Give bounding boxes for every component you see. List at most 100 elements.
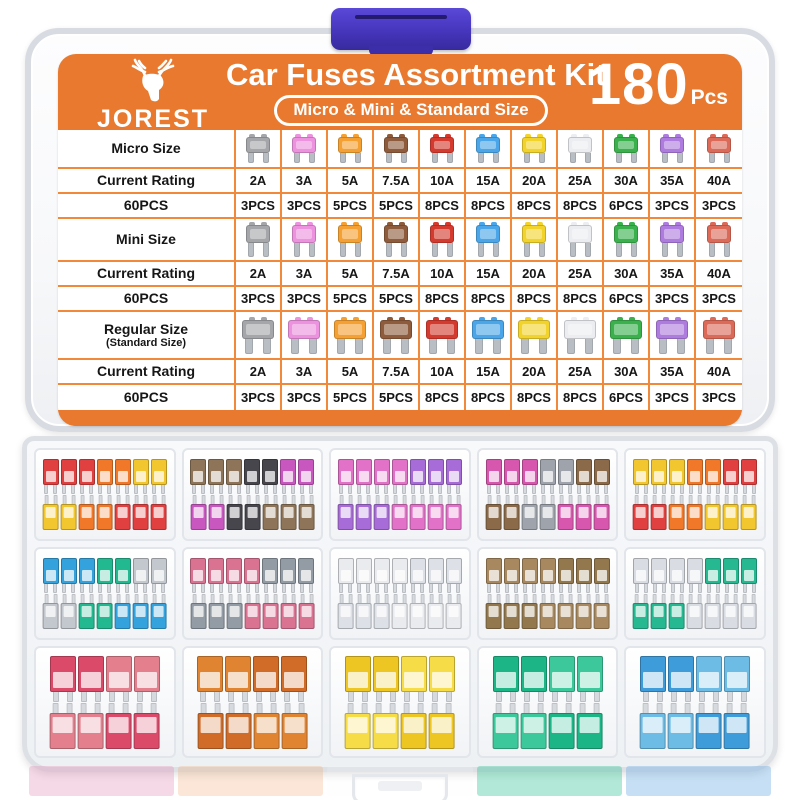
fuse-ears (525, 316, 543, 321)
tray-fuse-body (150, 558, 167, 584)
rating-label: Current Rating (97, 172, 195, 189)
tray-fuse-leg (514, 485, 519, 494)
tray-fuse-leg (523, 702, 530, 713)
tray-fuse-leg (200, 594, 205, 603)
tray-fuse-body (42, 504, 59, 530)
tray-fuse-icon (575, 558, 592, 593)
fuse-legs (661, 243, 683, 257)
tray-fuse-legs (724, 495, 738, 504)
tray-fuse-leg (402, 495, 407, 504)
fuse-leg (708, 243, 715, 257)
fuse-ear (710, 134, 716, 138)
tray-fuse-body (539, 504, 556, 530)
fuse-leg (291, 338, 299, 354)
tray-fuse-icon (374, 495, 390, 530)
tray-fuse-leg (94, 702, 101, 713)
rating-value: 2A (249, 266, 267, 281)
fuse-row (331, 655, 469, 702)
tray-fuse-leg (420, 485, 425, 494)
tray-fuse-leg (390, 702, 396, 713)
tray-fuse-leg (299, 495, 304, 504)
tray-fuse-leg (348, 495, 353, 504)
fuse-ear (663, 222, 669, 226)
tray-fuse-body (575, 558, 592, 584)
fuse-cell (374, 130, 420, 169)
fuse-ear (537, 134, 543, 138)
pcs-value: 5PCS (333, 390, 367, 405)
fuse-leg (262, 243, 269, 257)
tray-fuse-leg (281, 584, 286, 593)
pcs-value-cell: 6PCS (604, 194, 650, 219)
tray-fuse-leg (496, 594, 501, 603)
fuse-row (626, 558, 764, 593)
fuse-body (334, 319, 366, 339)
pcs-value: 5PCS (333, 198, 367, 213)
tray-fuse-leg (447, 584, 452, 593)
row-label-cell: Current Rating (58, 262, 236, 287)
tray-fuse-leg (200, 485, 205, 494)
tray-fuse-leg (456, 584, 461, 593)
tray-fuse-leg (715, 594, 720, 603)
tray-fuse-leg (393, 584, 398, 593)
fuse-leg (400, 243, 407, 257)
tray-fuse-leg (688, 495, 693, 504)
tray-fuse-body (651, 459, 668, 485)
pcs-value-cell: 3PCS (696, 385, 742, 410)
tray-fuse-icon (485, 459, 502, 494)
piece-count: 180 Pcs (589, 56, 728, 114)
fuse-leg (309, 338, 317, 354)
tray-fuse-leg (643, 691, 650, 702)
tray-fuse-leg (447, 495, 452, 504)
tray-fuse-body (593, 558, 610, 584)
fuse-leg (708, 153, 715, 163)
fuse-body (292, 225, 316, 243)
fuse-ear (307, 222, 313, 226)
tray-fuse-leg (577, 584, 582, 593)
tray-fuse-icon (42, 558, 59, 593)
tray-fuse-icon (78, 459, 95, 494)
tray-fuse-legs (523, 584, 537, 593)
tray-fuse-leg (254, 594, 259, 603)
rating-value-cell: 7.5A (374, 262, 420, 287)
tray-fuse-body (133, 712, 160, 749)
tray-fuse-leg (487, 485, 492, 494)
tray-fuse-legs (80, 584, 94, 593)
micro-fuse-icon (660, 134, 684, 163)
compartment-bronze-minis (476, 547, 619, 640)
fuse-ears (295, 222, 313, 226)
tray-fuse-legs (670, 485, 684, 494)
clasp-slot (355, 15, 447, 19)
tray-fuse-body (485, 558, 502, 584)
tray-fuse-leg (116, 495, 121, 504)
mini-fuse-icon (614, 222, 638, 257)
fuse-ear (261, 134, 267, 138)
tray-fuse-leg (586, 495, 591, 504)
tray-fuse-leg (706, 584, 711, 593)
tray-fuse-body (356, 603, 372, 629)
pcs-value: 3PCS (702, 390, 736, 405)
rating-value: 3A (295, 173, 313, 188)
fuse-ear (433, 316, 439, 321)
pcs-value-cell: 3PCS (236, 385, 282, 410)
fuse-leg (385, 153, 392, 163)
tray-fuse-leg (496, 584, 501, 593)
fuse-ear (295, 316, 301, 321)
tray-fuse-icon (132, 459, 149, 494)
tray-fuse-icon (492, 702, 519, 749)
tray-fuse-legs (44, 584, 58, 593)
rating-value-cell: 7.5A (374, 360, 420, 385)
tray-fuse-legs (541, 584, 555, 593)
tray-fuse-icon (253, 702, 280, 749)
tray-fuse-leg (107, 495, 112, 504)
row-label-cell: 60PCS (58, 385, 236, 410)
tray-fuse-leg (505, 594, 510, 603)
pcs-value-cell: 3PCS (282, 385, 328, 410)
tray-fuse-legs (429, 584, 443, 593)
tray-fuse-legs (579, 702, 600, 713)
rating-value: 30A (614, 364, 638, 379)
fuse-leg (492, 243, 499, 257)
rating-value-cell: 2A (236, 360, 282, 385)
fuse-legs (708, 243, 730, 257)
tray-fuse-body (190, 504, 207, 530)
tray-fuse-legs (643, 691, 664, 702)
